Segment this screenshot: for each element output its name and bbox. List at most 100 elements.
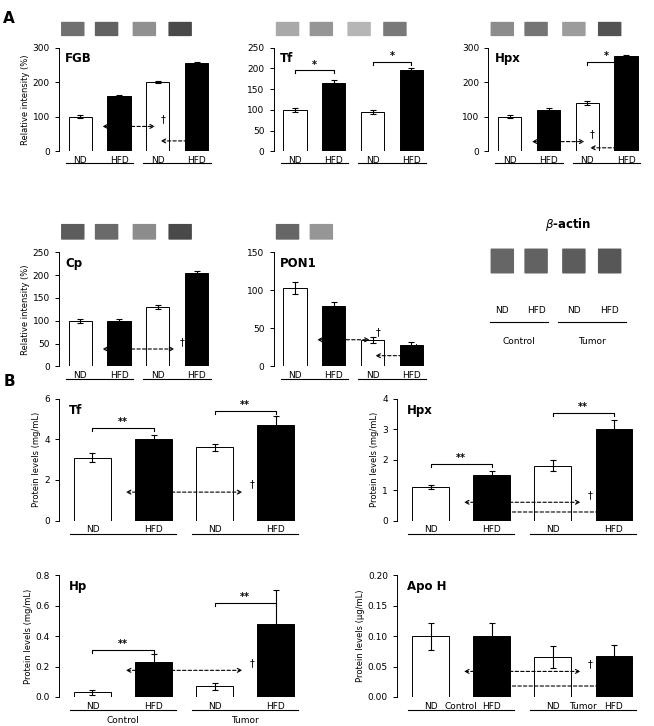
FancyBboxPatch shape <box>276 224 300 240</box>
Bar <box>69 321 92 367</box>
Text: *: * <box>604 52 610 62</box>
FancyBboxPatch shape <box>598 248 621 274</box>
Bar <box>196 447 233 521</box>
Bar <box>596 429 632 521</box>
Text: ††: †† <box>618 674 628 684</box>
Text: Tf: Tf <box>69 404 82 417</box>
Y-axis label: Relative intensity (%): Relative intensity (%) <box>21 264 30 354</box>
Text: †: † <box>249 658 254 668</box>
FancyBboxPatch shape <box>598 22 621 36</box>
Bar <box>135 439 172 521</box>
Text: Hpx: Hpx <box>407 404 433 417</box>
Bar <box>74 693 111 697</box>
Text: $\beta$-actin: $\beta$-actin <box>545 216 591 233</box>
Bar <box>322 306 345 367</box>
Text: †: † <box>199 129 204 139</box>
FancyBboxPatch shape <box>525 22 548 36</box>
Text: PON1: PON1 <box>280 257 317 270</box>
Text: HFD: HFD <box>526 306 545 315</box>
Text: †: † <box>375 327 380 338</box>
Text: Control: Control <box>107 717 139 725</box>
Text: ††: †† <box>618 499 628 510</box>
Y-axis label: Protein levels (mg/mL): Protein levels (mg/mL) <box>32 412 41 507</box>
Text: †: † <box>414 343 419 354</box>
FancyBboxPatch shape <box>490 248 514 274</box>
FancyBboxPatch shape <box>169 22 192 36</box>
Text: **: ** <box>578 401 589 412</box>
FancyBboxPatch shape <box>169 224 192 240</box>
FancyBboxPatch shape <box>133 224 156 240</box>
Text: **: ** <box>240 592 250 602</box>
Text: Control: Control <box>445 618 477 627</box>
Text: †: † <box>587 659 593 669</box>
Text: Tumor: Tumor <box>232 717 259 725</box>
FancyBboxPatch shape <box>61 22 84 36</box>
FancyBboxPatch shape <box>95 224 118 240</box>
Text: **: ** <box>456 453 466 463</box>
Text: Hpx: Hpx <box>494 52 521 65</box>
FancyBboxPatch shape <box>525 248 548 274</box>
Text: Cp: Cp <box>65 257 82 270</box>
Text: B: B <box>3 374 15 389</box>
Text: †: † <box>629 136 634 146</box>
Text: Control: Control <box>107 666 139 675</box>
Text: Apo H: Apo H <box>407 580 447 593</box>
Text: Control: Control <box>503 337 536 346</box>
FancyBboxPatch shape <box>562 248 585 274</box>
Bar <box>576 103 599 151</box>
FancyBboxPatch shape <box>383 22 407 36</box>
Text: ND: ND <box>496 306 509 315</box>
Bar <box>258 425 294 521</box>
Text: ND: ND <box>567 306 581 315</box>
Bar <box>146 307 169 367</box>
Bar <box>400 345 423 367</box>
Text: †: † <box>587 490 593 499</box>
Text: †: † <box>590 129 595 139</box>
FancyBboxPatch shape <box>95 22 118 36</box>
FancyBboxPatch shape <box>490 22 514 36</box>
Bar <box>283 288 307 367</box>
Text: Tumor: Tumor <box>578 337 606 346</box>
Bar <box>361 340 384 367</box>
Bar <box>473 475 510 521</box>
Bar <box>258 624 294 697</box>
FancyBboxPatch shape <box>347 22 371 36</box>
Text: Tumor: Tumor <box>570 618 597 627</box>
FancyBboxPatch shape <box>562 22 585 36</box>
Bar <box>185 63 208 151</box>
Bar <box>107 321 131 367</box>
Text: HFD: HFD <box>600 306 619 315</box>
Text: Tumor: Tumor <box>570 702 597 711</box>
Text: Hp: Hp <box>69 580 87 593</box>
Text: Tumor: Tumor <box>232 666 259 675</box>
Text: A: A <box>3 11 15 26</box>
Bar <box>473 636 510 697</box>
Bar <box>283 110 307 151</box>
Bar <box>596 656 632 697</box>
Bar <box>498 117 521 151</box>
Text: **: ** <box>118 639 128 649</box>
Bar <box>412 636 449 697</box>
FancyBboxPatch shape <box>133 22 156 36</box>
Bar <box>107 96 131 151</box>
Bar <box>69 117 92 151</box>
FancyBboxPatch shape <box>276 22 300 36</box>
Bar <box>537 110 560 151</box>
Text: *: * <box>390 52 394 62</box>
Text: Control: Control <box>445 702 477 711</box>
FancyBboxPatch shape <box>309 22 333 36</box>
Bar <box>196 686 233 697</box>
Text: Tf: Tf <box>280 52 294 65</box>
Y-axis label: Protein levels (mg/mL): Protein levels (mg/mL) <box>24 589 33 684</box>
Bar <box>534 658 571 697</box>
Text: †: † <box>180 337 185 347</box>
Bar <box>74 457 111 521</box>
Text: *: * <box>312 60 317 70</box>
Text: †: † <box>160 115 165 124</box>
Bar <box>361 112 384 151</box>
Y-axis label: Protein levels (mg/mL): Protein levels (mg/mL) <box>370 412 379 507</box>
Bar <box>185 273 208 367</box>
Bar <box>135 662 172 697</box>
Bar <box>146 82 169 151</box>
FancyBboxPatch shape <box>309 224 333 240</box>
